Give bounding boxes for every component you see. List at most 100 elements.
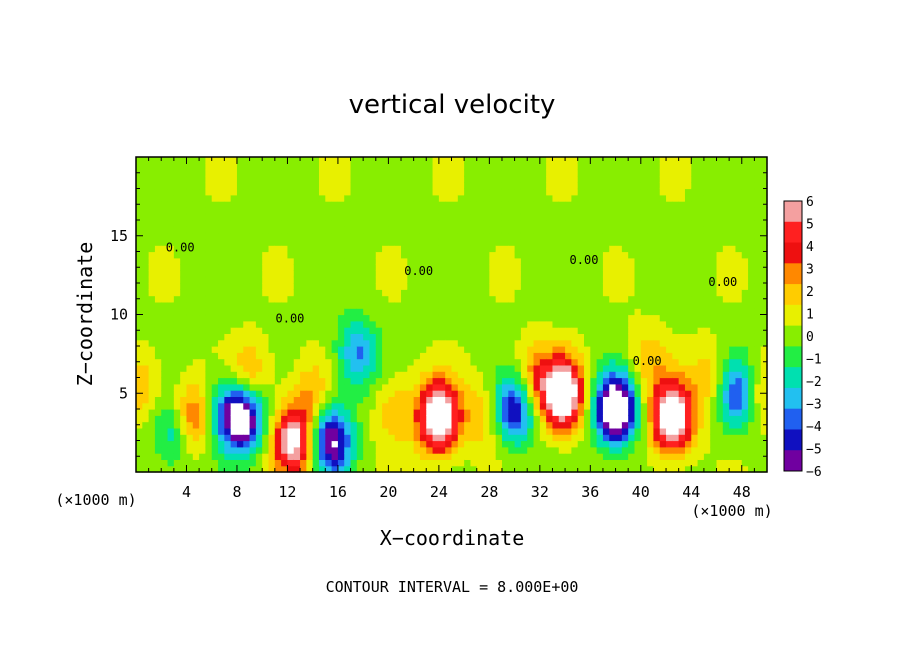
field-cell bbox=[407, 270, 415, 278]
field-cell bbox=[445, 157, 453, 164]
field-cell bbox=[363, 377, 371, 385]
field-cell bbox=[407, 251, 415, 259]
field-cell bbox=[394, 453, 402, 460]
field-cell bbox=[672, 402, 680, 410]
field-cell bbox=[142, 245, 150, 253]
field-cell bbox=[634, 270, 642, 278]
field-cell bbox=[363, 169, 371, 177]
field-cell bbox=[628, 409, 636, 416]
field-cell bbox=[199, 453, 207, 460]
field-cell bbox=[483, 175, 490, 183]
field-cell bbox=[375, 415, 383, 423]
field-cell bbox=[369, 257, 377, 265]
field-cell bbox=[350, 427, 358, 435]
field-cell bbox=[154, 427, 162, 435]
field-cell bbox=[722, 308, 730, 316]
field-cell bbox=[558, 276, 566, 284]
field-cell bbox=[710, 157, 718, 164]
field-cell bbox=[483, 352, 490, 360]
field-cell bbox=[382, 459, 389, 467]
field-cell bbox=[243, 358, 251, 366]
field-cell bbox=[148, 415, 156, 423]
field-cell bbox=[224, 377, 232, 385]
field-cell bbox=[735, 459, 743, 467]
field-cell bbox=[470, 213, 478, 221]
field-cell bbox=[230, 383, 238, 391]
field-cell bbox=[243, 421, 251, 429]
field-cell bbox=[173, 402, 181, 410]
field-cell bbox=[533, 301, 541, 309]
field-cell bbox=[729, 396, 737, 404]
field-cell bbox=[464, 264, 472, 271]
field-cell bbox=[609, 295, 617, 303]
field-cell bbox=[167, 390, 175, 397]
field-cell bbox=[703, 188, 711, 196]
field-cell bbox=[337, 346, 345, 353]
field-cell bbox=[596, 440, 604, 448]
field-cell bbox=[628, 421, 636, 429]
field-cell bbox=[363, 213, 371, 221]
field-cell bbox=[710, 245, 718, 253]
field-cell bbox=[432, 232, 440, 240]
field-cell bbox=[401, 157, 408, 164]
field-cell bbox=[703, 163, 711, 171]
field-cell bbox=[514, 314, 522, 322]
field-cell bbox=[356, 289, 364, 297]
field-cell bbox=[716, 276, 724, 284]
field-cell bbox=[142, 226, 150, 234]
field-cell bbox=[615, 421, 623, 429]
field-cell bbox=[533, 182, 541, 190]
field-cell bbox=[457, 207, 465, 215]
field-cell bbox=[577, 434, 585, 442]
field-cell bbox=[255, 251, 263, 259]
field-cell bbox=[186, 257, 194, 265]
field-cell bbox=[438, 396, 446, 404]
field-cell bbox=[281, 207, 289, 215]
field-cell bbox=[703, 346, 711, 353]
field-cell bbox=[281, 358, 289, 366]
field-cell bbox=[136, 301, 143, 309]
field-cell bbox=[255, 339, 263, 347]
field-cell bbox=[672, 276, 680, 284]
field-cell bbox=[356, 352, 364, 360]
field-cell bbox=[388, 371, 396, 379]
field-cell bbox=[464, 289, 472, 297]
field-cell bbox=[514, 364, 522, 372]
field-cell bbox=[161, 333, 169, 341]
field-cell bbox=[659, 421, 667, 429]
field-cell bbox=[577, 276, 585, 284]
field-cell bbox=[741, 427, 749, 435]
field-cell bbox=[249, 157, 257, 164]
field-cell bbox=[274, 440, 282, 448]
field-cell bbox=[199, 465, 207, 473]
field-cell bbox=[224, 232, 232, 240]
field-cell bbox=[640, 182, 648, 190]
field-cell bbox=[161, 163, 169, 171]
field-cell bbox=[628, 346, 636, 353]
field-cell bbox=[375, 453, 383, 460]
field-cell bbox=[369, 465, 377, 473]
field-cell bbox=[520, 390, 528, 397]
field-cell bbox=[230, 276, 238, 284]
field-cell bbox=[154, 434, 162, 442]
field-cell bbox=[666, 245, 673, 253]
field-cell bbox=[161, 396, 169, 404]
field-cell bbox=[186, 213, 194, 221]
field-cell bbox=[470, 415, 478, 423]
field-cell bbox=[514, 396, 522, 404]
field-cell bbox=[470, 163, 478, 171]
field-cell bbox=[483, 320, 490, 328]
field-cell bbox=[609, 415, 617, 423]
field-cell bbox=[729, 188, 737, 196]
field-cell bbox=[634, 364, 642, 372]
field-cell bbox=[539, 339, 547, 347]
field-cell bbox=[148, 169, 156, 177]
field-cell bbox=[464, 415, 472, 423]
field-cell bbox=[230, 226, 238, 234]
field-cell bbox=[167, 415, 175, 423]
field-cell bbox=[363, 157, 371, 164]
field-cell bbox=[590, 308, 598, 316]
field-cell bbox=[262, 169, 270, 177]
field-cell bbox=[161, 264, 169, 271]
field-cell bbox=[218, 251, 225, 259]
